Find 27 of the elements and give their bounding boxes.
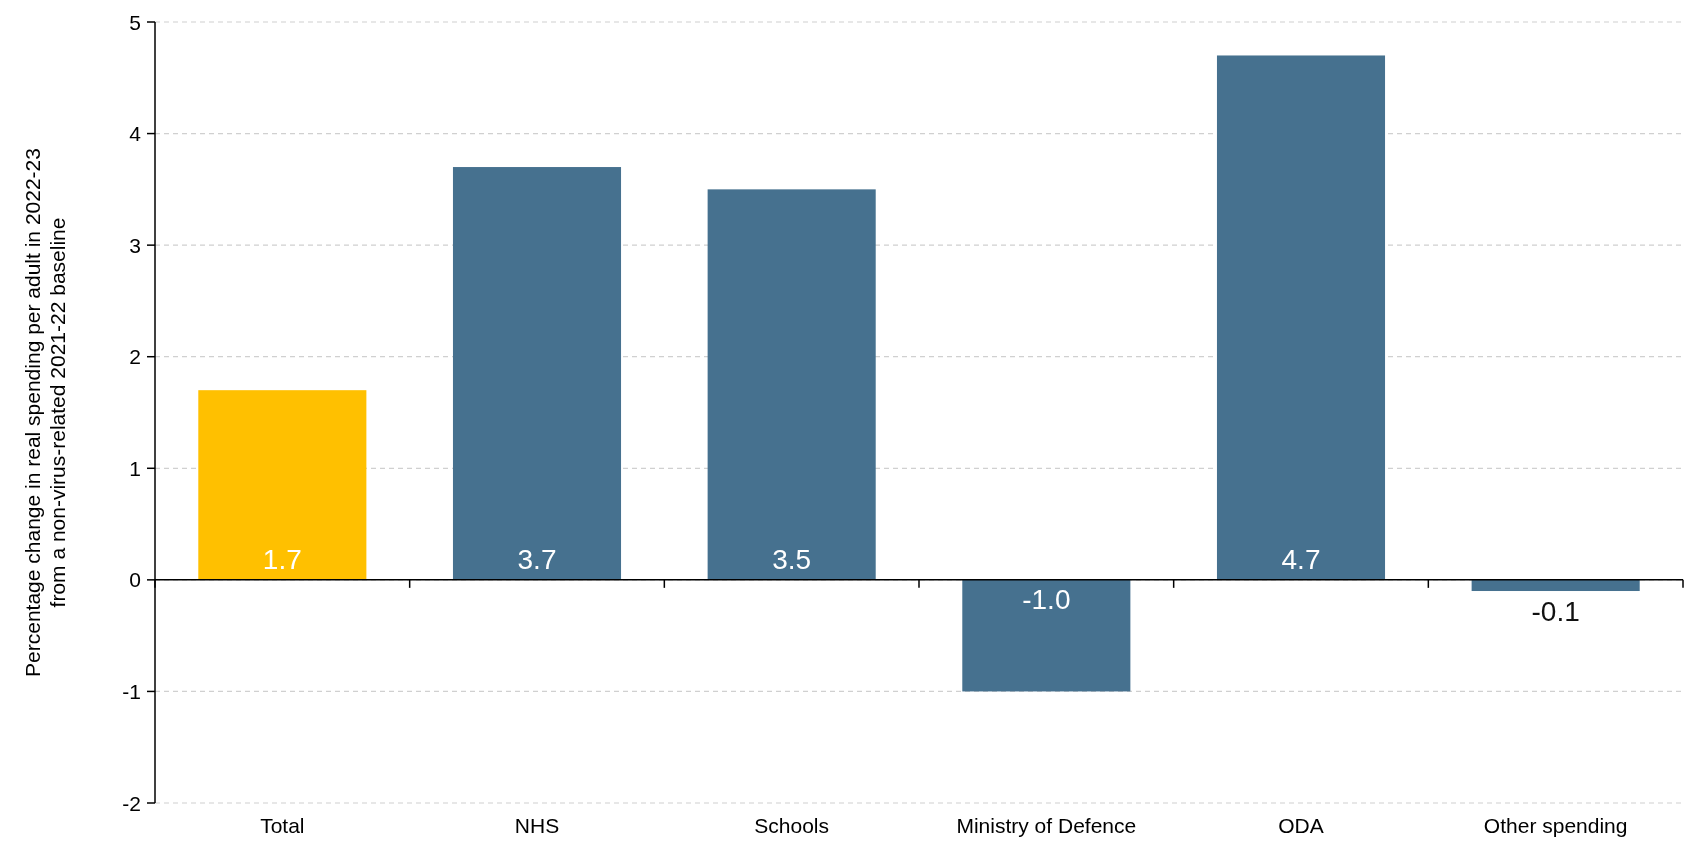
bar: [198, 390, 367, 580]
data-label: 3.5: [772, 544, 812, 576]
data-label: 3.7: [517, 544, 557, 576]
data-label: 1.7: [262, 544, 302, 576]
bar: [962, 579, 1131, 692]
x-tick-label: NHS: [514, 814, 560, 837]
y-tick-label: -1: [122, 679, 141, 703]
x-tick-label: ODA: [1278, 814, 1324, 837]
x-tick-label: Ministry of Defence: [956, 814, 1137, 837]
y-axis-title: Percentage change in real spending per adult in 2022-23 from a non-virus-related 2021-22 baseline: [21, 148, 69, 677]
y-tick-label: -2: [122, 791, 141, 815]
y-tick-label: 2: [129, 345, 141, 369]
y-tick-label: 1: [129, 456, 141, 480]
data-label: 4.7: [1281, 544, 1321, 576]
bar: [1471, 579, 1640, 592]
bar: [452, 167, 622, 580]
data-label: -0.1: [1531, 595, 1580, 627]
bar: [707, 189, 876, 580]
bar: [1216, 55, 1386, 580]
y-tick-label: 4: [129, 122, 142, 146]
x-tick-label: Schools: [754, 814, 830, 837]
y-tick-label: 3: [129, 233, 141, 257]
y-tick-label: 5: [129, 10, 141, 34]
y-tick-label: 0: [129, 568, 141, 592]
x-tick-label: Other spending: [1483, 814, 1628, 837]
data-label: -1.0: [1022, 584, 1071, 616]
x-tick-label: Total: [260, 814, 305, 837]
